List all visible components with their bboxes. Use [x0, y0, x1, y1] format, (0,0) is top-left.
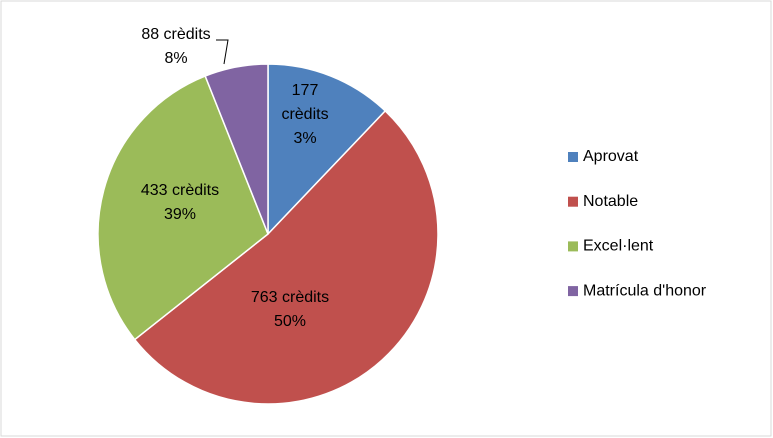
legend-label: Aprovat — [583, 148, 639, 165]
leader-line — [216, 39, 229, 65]
value-label: 763 crèdits — [250, 289, 330, 306]
legend-swatch — [568, 152, 578, 162]
data-label: 763 crèdits 50% — [230, 286, 350, 334]
pie-slice — [133, 109, 439, 405]
legend-swatch — [568, 286, 578, 297]
legend-swatch — [568, 241, 578, 252]
legend-label: Excel·lent — [583, 238, 654, 255]
legend-label: Matrícula d'honor — [583, 282, 707, 299]
pie-slice — [97, 75, 269, 341]
value-label: 88 crèdits — [141, 26, 211, 43]
percent-label: 39% — [163, 206, 197, 223]
pie-slice — [204, 63, 269, 235]
value-label: 177 crèdits — [281, 82, 329, 123]
data-label: 177 crèdits 3% — [275, 79, 335, 151]
pie-slice — [267, 63, 387, 236]
data-label: 433 crèdits 39% — [120, 179, 240, 227]
data-label: 88 crèdits 8% — [121, 23, 231, 71]
legend-label: Notable — [583, 193, 638, 210]
value-label: 433 crèdits — [140, 182, 220, 199]
legend-swatch — [568, 196, 578, 207]
percent-label: 50% — [273, 313, 307, 330]
percent-label: 8% — [164, 50, 188, 67]
percent-label: 3% — [293, 130, 317, 147]
